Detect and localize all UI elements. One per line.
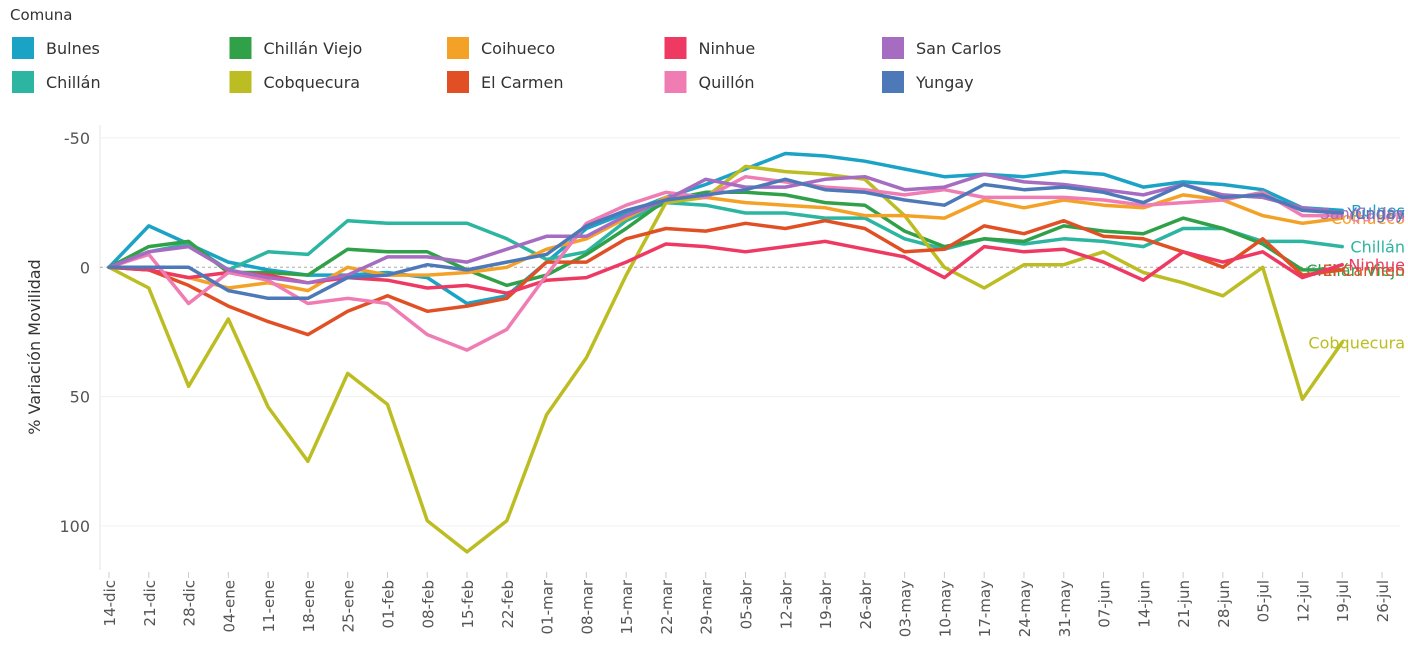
x-tick-label: 28-jun bbox=[1215, 580, 1233, 628]
x-tick-label: 26-jul bbox=[1374, 580, 1392, 622]
y-tick-label: 0 bbox=[80, 258, 90, 277]
x-tick-label: 31-may bbox=[1056, 580, 1074, 637]
x-tick-label: 12-jul bbox=[1294, 580, 1312, 622]
legend-label: Chillán Viejo bbox=[264, 39, 363, 58]
legend-label: Cobquecura bbox=[264, 73, 361, 92]
x-tick-label: 12-abr bbox=[777, 579, 795, 629]
x-tick-label: 21-jun bbox=[1175, 580, 1193, 628]
x-tick-label: 01-feb bbox=[379, 580, 397, 629]
legend-swatch bbox=[447, 37, 469, 59]
legend-swatch bbox=[882, 71, 904, 93]
legend-label: El Carmen bbox=[481, 73, 563, 92]
x-tick-label: 11-ene bbox=[260, 580, 278, 632]
legend-swatch bbox=[664, 71, 687, 93]
legend-swatch bbox=[229, 71, 252, 93]
x-tick-label: 08-mar bbox=[578, 579, 596, 634]
series-line bbox=[107, 193, 1344, 293]
x-tick-label: 24-may bbox=[1016, 580, 1034, 637]
x-tick-label: 14-jun bbox=[1135, 580, 1153, 628]
end-label: Bulnes bbox=[1351, 201, 1405, 220]
y-tick-label: 50 bbox=[70, 388, 90, 407]
x-tick-label: 17-may bbox=[976, 580, 994, 637]
x-tick-label: 15-feb bbox=[459, 580, 477, 629]
legend-swatch bbox=[882, 37, 904, 59]
legend-title: Comuna bbox=[10, 6, 72, 24]
series-line bbox=[107, 164, 1344, 554]
legend-label: Coihueco bbox=[481, 39, 555, 58]
x-tick-label: 14-dic bbox=[101, 580, 119, 626]
legend-label: Yungay bbox=[915, 73, 974, 92]
x-tick-label: 29-mar bbox=[698, 579, 716, 634]
x-tick-label: 01-mar bbox=[539, 579, 557, 634]
end-label: Yungay bbox=[1346, 204, 1405, 223]
legend-swatch bbox=[229, 37, 252, 59]
end-label: Coihueco bbox=[1331, 209, 1405, 228]
x-tick-label: 04-ene bbox=[220, 580, 238, 632]
end-label: Quillón bbox=[1349, 207, 1405, 226]
x-tick-label: 22-feb bbox=[499, 580, 517, 629]
end-label: Cobquecura bbox=[1308, 333, 1405, 352]
end-label: Chillán bbox=[1350, 238, 1405, 257]
legend-label: Chillán bbox=[46, 73, 101, 92]
x-tick-label: 10-may bbox=[936, 580, 954, 637]
end-label: Ninhue bbox=[1348, 256, 1405, 275]
x-tick-label: 18-ene bbox=[300, 580, 318, 632]
x-tick-label: 03-may bbox=[897, 580, 915, 637]
legend-swatch bbox=[664, 37, 687, 59]
y-tick-label: 100 bbox=[59, 517, 90, 536]
x-tick-label: 07-jun bbox=[1096, 580, 1114, 628]
legend-swatch bbox=[12, 37, 34, 59]
x-tick-label: 15-mar bbox=[618, 579, 636, 634]
x-tick-label: 22-mar bbox=[658, 579, 676, 634]
x-tick-label: 25-ene bbox=[340, 580, 358, 632]
y-tick-label: -50 bbox=[64, 129, 90, 148]
legend-swatch bbox=[447, 71, 469, 93]
x-tick-label: 08-feb bbox=[419, 580, 437, 629]
legend-label: Bulnes bbox=[46, 39, 100, 58]
x-tick-label: 05-abr bbox=[738, 579, 756, 629]
x-tick-label: 28-dic bbox=[181, 580, 199, 626]
series-line bbox=[107, 151, 1344, 306]
series-line bbox=[107, 174, 1344, 352]
end-label: San Carlos bbox=[1320, 204, 1405, 223]
x-tick-label: 05-jul bbox=[1255, 580, 1273, 622]
series-line bbox=[107, 200, 1344, 272]
end-label: Chillán Viejo bbox=[1306, 261, 1405, 280]
x-tick-label: 21-dic bbox=[141, 580, 159, 626]
legend-label: Ninhue bbox=[699, 39, 756, 58]
legend-swatch bbox=[12, 71, 34, 93]
x-tick-label: 19-abr bbox=[817, 579, 835, 629]
series-line bbox=[107, 218, 1344, 337]
legend-label: San Carlos bbox=[916, 39, 1001, 58]
legend-label: Quillón bbox=[699, 73, 755, 92]
y-axis-title: % Variación Movilidad bbox=[25, 259, 44, 434]
x-tick-label: 19-jul bbox=[1334, 580, 1352, 622]
x-tick-label: 26-abr bbox=[857, 579, 875, 629]
series-line bbox=[107, 177, 1344, 301]
series-line bbox=[107, 172, 1344, 285]
